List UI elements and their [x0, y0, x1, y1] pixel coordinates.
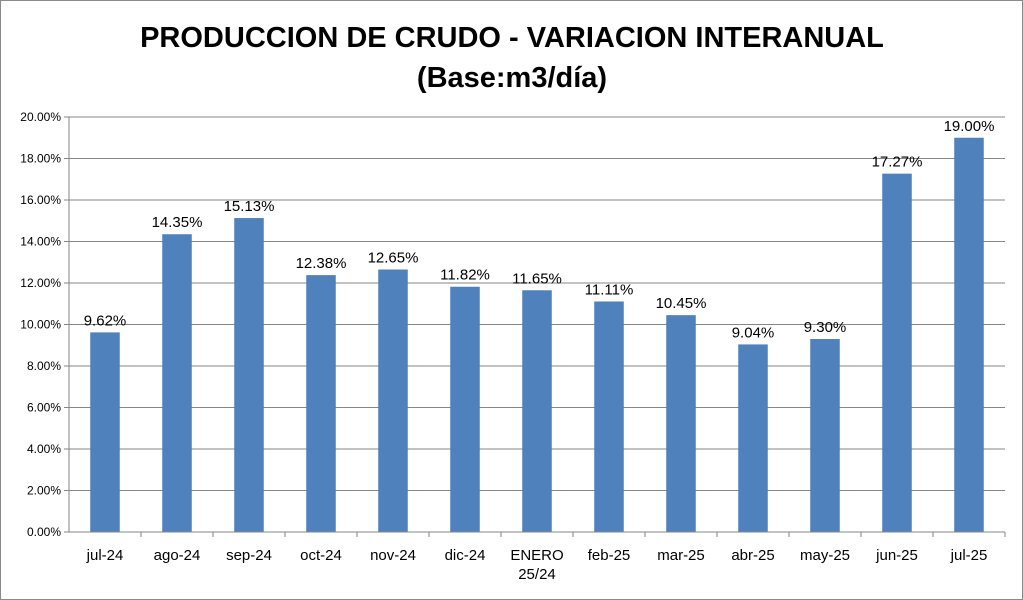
data-label: 12.65%: [368, 250, 419, 267]
axes: 0.00% 2.00% 4.00% 6.00% 8.00% 10.00% 12.00% 14.…: [20, 110, 1006, 583]
bar: [378, 269, 408, 532]
x-tick-label: jul-24: [86, 547, 124, 564]
bar: [90, 332, 120, 532]
y-tick-label: 20.00%: [20, 110, 61, 124]
x-tick-label: may-25: [800, 547, 850, 564]
data-label: 17.27%: [872, 154, 923, 171]
bar: [594, 301, 624, 532]
data-label: 9.04%: [732, 324, 775, 341]
y-tick-label: 10.00%: [20, 318, 61, 332]
y-tick-label: 18.00%: [20, 152, 61, 166]
x-tick-label: jun-25: [875, 547, 918, 564]
data-label: 10.45%: [656, 295, 707, 312]
data-label: 12.38%: [296, 255, 347, 272]
chart-subtitle: (Base:m3/día): [417, 62, 607, 94]
x-tick-label: sep-24: [226, 547, 272, 564]
bar: [522, 290, 552, 532]
bar: [234, 218, 264, 533]
x-tick-label: ENERO 25/24: [510, 547, 563, 583]
bar: [954, 137, 984, 532]
x-tick-label: nov-24: [370, 547, 416, 564]
x-tick-label: oct-24: [300, 547, 342, 564]
data-label: 11.65%: [512, 270, 562, 287]
x-tick-label: dic-24: [445, 547, 486, 564]
data-label: 9.62%: [84, 312, 127, 329]
bar: [738, 344, 768, 532]
y-tick-label: 6.00%: [27, 401, 61, 415]
y-tick-label: 16.00%: [20, 193, 61, 207]
bar: [666, 315, 696, 532]
bar: [306, 275, 336, 532]
bar: [810, 339, 840, 532]
x-tick-label: mar-25: [657, 547, 705, 564]
x-tick-label: feb-25: [588, 547, 631, 564]
y-tick-label: 8.00%: [27, 359, 61, 373]
data-label: 14.35%: [152, 214, 203, 231]
chart-title: PRODUCCION DE CRUDO - VARIACION INTERANU…: [140, 22, 884, 54]
y-tick-label: 2.00%: [27, 484, 61, 498]
y-tick-label: 4.00%: [27, 442, 61, 456]
x-tick-label: abr-25: [731, 547, 774, 564]
bar: [162, 234, 192, 533]
data-label: 19.00%: [944, 118, 995, 135]
y-tick-label: 12.00%: [20, 276, 61, 290]
y-tick-label: 0.00%: [27, 525, 61, 539]
x-tick-label: jul-25: [950, 547, 988, 564]
y-tick-label: 14.00%: [20, 235, 61, 249]
data-label: 15.13%: [224, 198, 275, 215]
data-labels: 9.62% 14.35% 15.13% 12.38% 12.65% 11.82% 11.65…: [84, 118, 995, 342]
data-label: 11.11%: [585, 281, 634, 298]
bars: [90, 137, 984, 533]
bar: [882, 173, 912, 532]
x-tick-label: ago-24: [154, 547, 201, 564]
bar: [450, 286, 480, 532]
data-label: 9.30%: [804, 319, 847, 336]
data-label: 11.82%: [440, 267, 490, 284]
